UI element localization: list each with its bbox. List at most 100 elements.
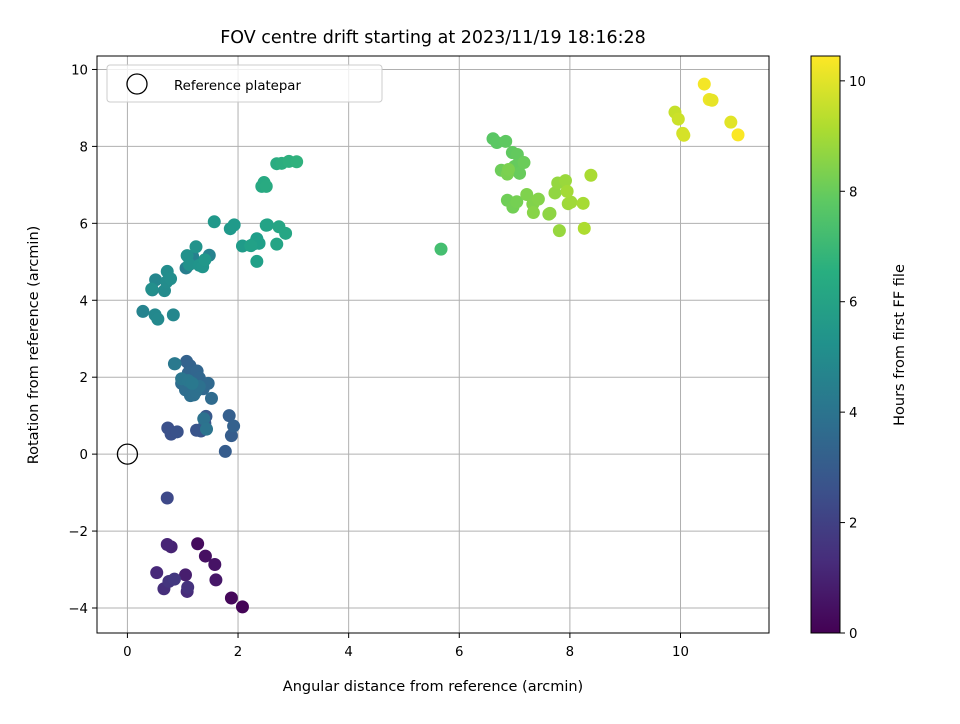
y-tick-label: 10 (71, 63, 88, 78)
data-point (499, 134, 513, 148)
y-axis-ticks: −4 −2 0 2 4 6 8 10 (68, 63, 97, 617)
data-point (560, 184, 574, 198)
y-axis-label: Rotation from reference (arcmin) (26, 226, 42, 465)
colorbar-tick-label: 10 (849, 75, 866, 90)
data-point (224, 591, 238, 605)
x-tick-label: 8 (566, 645, 574, 660)
data-point (577, 221, 591, 235)
data-point (145, 282, 159, 296)
x-tick-label: 4 (344, 645, 352, 660)
colorbar-tick-label: 6 (849, 296, 857, 311)
data-point (526, 206, 540, 220)
data-point (150, 566, 164, 580)
data-point (160, 538, 174, 552)
reference-marker-group (116, 443, 139, 465)
colorbar-tick-label: 2 (849, 517, 857, 532)
colorbar-gradient (810, 55, 841, 634)
data-point (166, 308, 180, 322)
reference-platepar-marker (116, 443, 139, 465)
data-point (209, 573, 223, 587)
legend-box (106, 64, 383, 103)
data-point (531, 192, 545, 206)
data-point (270, 237, 284, 251)
data-point (197, 412, 211, 426)
y-tick-label: 4 (80, 294, 88, 309)
data-point (208, 558, 222, 572)
data-point (235, 600, 249, 614)
data-point (548, 186, 562, 200)
data-point (227, 218, 241, 232)
colorbar: 0 2 4 6 8 10 Hours from first FF file (810, 55, 908, 642)
colorbar-tick-label: 4 (849, 406, 857, 421)
data-point (198, 549, 212, 563)
data-point (204, 391, 218, 405)
data-points (136, 77, 745, 614)
data-point (543, 206, 557, 220)
data-point (552, 224, 566, 238)
legend: Reference platepar (106, 64, 383, 103)
data-point (434, 242, 448, 256)
data-point (198, 253, 212, 267)
x-tick-label: 2 (234, 645, 242, 660)
legend-marker-open-circle (126, 73, 148, 95)
data-point (189, 240, 203, 254)
data-point (558, 174, 572, 188)
data-point (731, 128, 745, 142)
data-point (227, 419, 241, 433)
data-point (584, 168, 598, 182)
data-point (222, 409, 236, 423)
data-point (671, 112, 685, 126)
data-point (200, 422, 214, 436)
x-tick-label: 0 (123, 645, 131, 660)
data-point (244, 239, 258, 253)
data-point (170, 425, 184, 439)
data-point (168, 357, 182, 371)
data-point (136, 304, 150, 318)
x-axis-label: Angular distance from reference (arcmin) (283, 679, 583, 695)
data-point (724, 115, 738, 129)
y-tick-label: −2 (68, 525, 88, 540)
data-point (705, 93, 719, 107)
data-point (501, 162, 515, 176)
chart-title: FOV centre drift starting at 2023/11/19 … (220, 28, 646, 48)
y-tick-label: 2 (80, 371, 88, 386)
y-tick-label: −4 (68, 602, 88, 617)
legend-label: Reference platepar (174, 79, 301, 94)
data-point (160, 491, 174, 505)
data-point (207, 215, 221, 229)
data-point (250, 254, 264, 268)
data-point (517, 156, 531, 170)
data-point (576, 196, 590, 210)
data-point (259, 179, 273, 193)
data-point (167, 572, 181, 586)
data-point (260, 218, 274, 232)
data-point (218, 444, 232, 458)
x-tick-label: 6 (455, 645, 463, 660)
y-tick-label: 8 (80, 140, 88, 155)
data-point (677, 128, 691, 142)
colorbar-ticks: 0 2 4 6 8 10 (840, 75, 866, 642)
plot-frame (96, 55, 770, 634)
data-point (564, 195, 578, 209)
data-point (178, 568, 192, 582)
data-point (510, 195, 524, 209)
data-point (290, 155, 304, 169)
colorbar-tick-label: 8 (849, 185, 857, 200)
y-tick-label: 0 (80, 448, 88, 463)
data-point (520, 187, 534, 201)
data-point (164, 272, 178, 286)
data-point (279, 226, 293, 240)
data-point (513, 166, 527, 180)
data-point (191, 537, 205, 551)
data-point (185, 376, 199, 390)
data-point (697, 77, 711, 91)
x-axis-ticks: 0 2 4 6 8 10 (123, 633, 689, 660)
data-point (182, 257, 196, 271)
colorbar-tick-label: 0 (849, 627, 857, 642)
data-point (181, 580, 195, 594)
x-tick-label: 10 (672, 645, 689, 660)
colorbar-label: Hours from first FF file (892, 264, 908, 426)
y-tick-label: 6 (80, 217, 88, 232)
data-point (151, 312, 165, 326)
